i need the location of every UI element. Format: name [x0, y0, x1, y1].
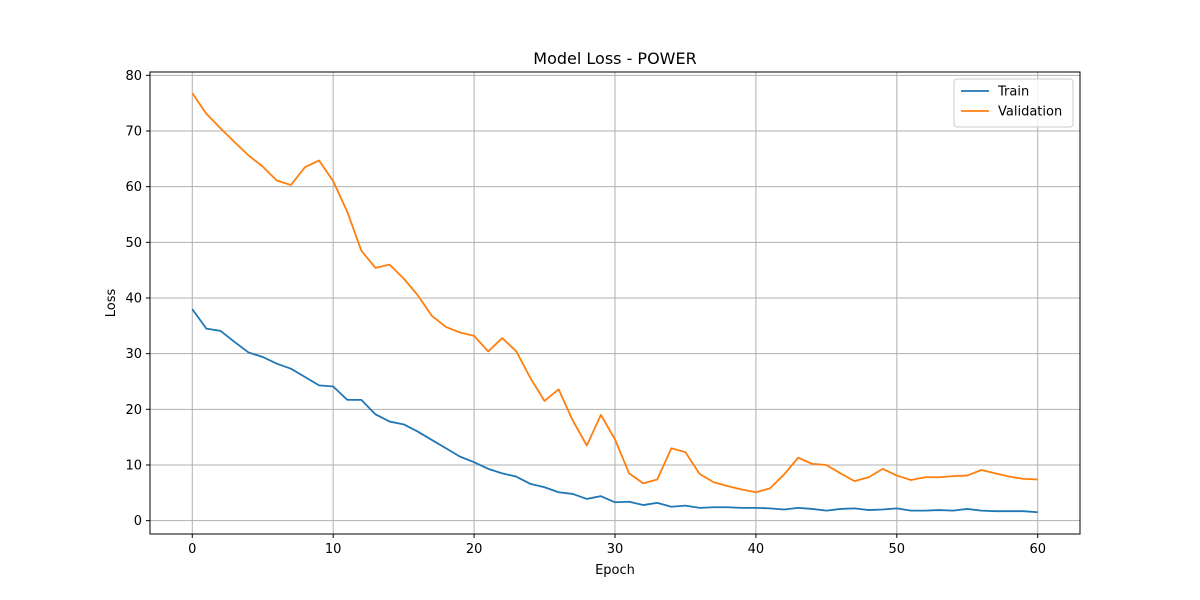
axis-ticks: 0 10 20 30 40 50 60 0 10 20 30 40 50 60 70 80	[125, 69, 1046, 557]
y-tick-label: 0	[134, 514, 142, 529]
series-lines	[191, 92, 1038, 514]
x-tick-label: 60	[1029, 542, 1046, 557]
legend-label: Validation	[998, 105, 1062, 120]
series-line-train	[191, 308, 1038, 514]
y-tick-label: 10	[125, 458, 142, 473]
y-tick-label: 70	[125, 125, 142, 140]
x-tick-label: 10	[325, 542, 342, 557]
y-axis-label: Loss	[104, 289, 119, 318]
legend-label: Train	[997, 85, 1029, 100]
x-axis-label: Epoch	[595, 563, 635, 578]
x-tick-label: 20	[466, 542, 483, 557]
y-tick-label: 30	[125, 347, 142, 362]
y-tick-label: 80	[125, 69, 142, 84]
y-tick-label: 40	[125, 291, 142, 306]
y-tick-label: 50	[125, 236, 142, 251]
x-tick-label: 0	[188, 542, 196, 557]
y-tick-label: 20	[125, 403, 142, 418]
x-tick-label: 30	[607, 542, 624, 557]
legend: Train Validation	[953, 78, 1074, 128]
series-line-validation	[191, 92, 1038, 494]
y-tick-label: 60	[125, 180, 142, 195]
x-tick-label: 40	[748, 542, 765, 557]
chart-title: Model Loss - POWER	[533, 49, 696, 68]
x-tick-label: 50	[889, 542, 906, 557]
grid-lines	[150, 72, 1080, 534]
